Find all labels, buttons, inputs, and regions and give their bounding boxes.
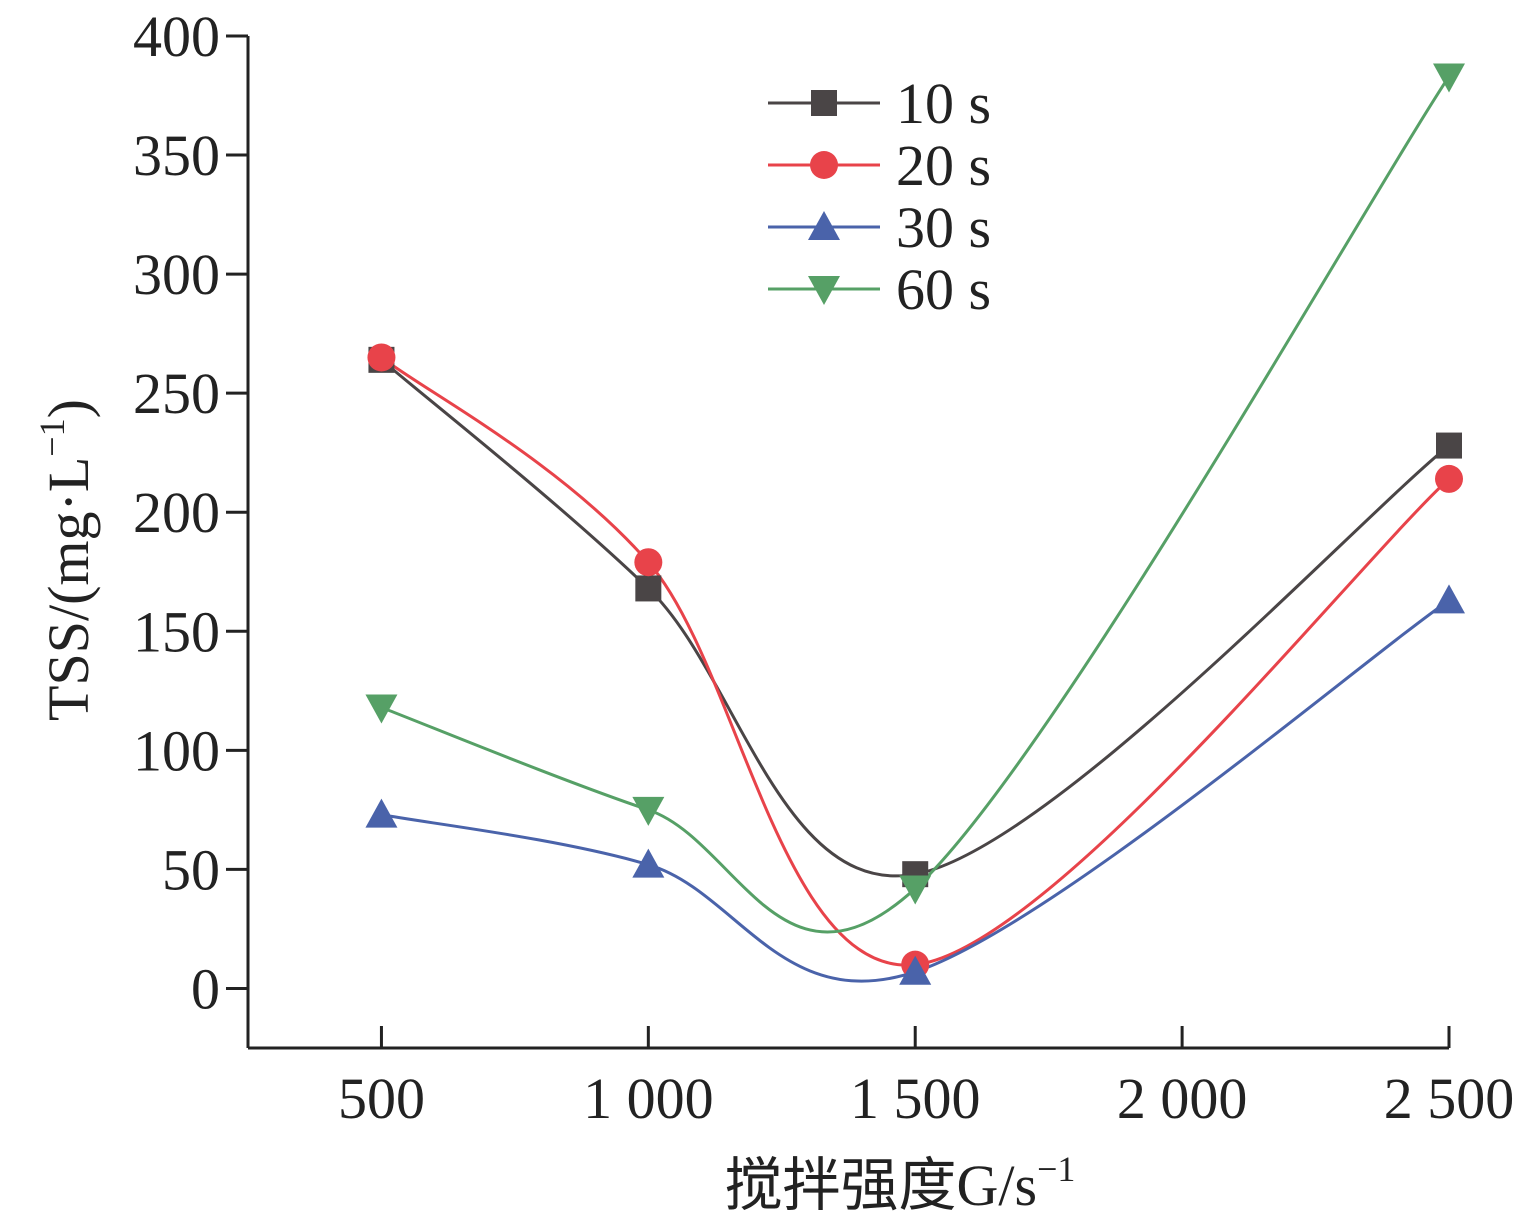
series-point-30s: [899, 955, 932, 985]
legend-marker-20s: [810, 151, 838, 179]
x-tick-label: 500: [338, 1066, 425, 1131]
y-tick-label: 0: [191, 956, 220, 1021]
legend-marker-60s: [808, 276, 840, 305]
y-tick-label: 250: [133, 361, 220, 426]
series-point-30s: [365, 798, 398, 828]
legend-marker-10s: [811, 90, 837, 116]
y-axis-title-main: TSS/(mg·L: [36, 457, 101, 721]
series-line-30s: [381, 599, 1450, 983]
x-tick-label: 1 500: [850, 1066, 981, 1131]
series-point-20s: [1435, 464, 1463, 493]
series-point-10s: [1436, 432, 1462, 459]
series-line-60s: [380, 75, 1451, 934]
legend-marker-30s: [808, 211, 840, 240]
series-point-60s: [632, 796, 665, 826]
series-markers: [365, 63, 1465, 985]
y-tick-label: 200: [133, 480, 220, 545]
y-axis-title: TSS/(mg·L−1): [32, 399, 101, 721]
x-axis-title: 搅拌强度G/s−1: [725, 1149, 1076, 1218]
axes: 0 50 100 150 200 250 300 350 400 500 1 000 1 500 2 0…: [133, 4, 1514, 1131]
legend-label-60s: 60 s: [896, 257, 991, 322]
series-point-20s: [634, 548, 663, 577]
x-tick-label: 2 500: [1384, 1066, 1515, 1131]
x-tick-label: 1 000: [583, 1066, 714, 1131]
series-point-60s: [899, 875, 932, 905]
y-tick-label: 50: [162, 837, 220, 902]
series-line-10s: [380, 358, 1450, 878]
x-tick-label: 2 000: [1117, 1066, 1248, 1131]
y-axis-title-close: ): [36, 399, 101, 418]
series-point-20s: [367, 343, 396, 372]
y-tick-label: 350: [133, 123, 220, 188]
legend-label-30s: 30 s: [896, 195, 991, 260]
x-axis-title-main: 搅拌强度G/s: [725, 1153, 1038, 1218]
legend-label-20s: 20 s: [896, 133, 991, 198]
series-lines: [380, 75, 1451, 983]
y-tick-label: 100: [133, 718, 220, 783]
y-tick-label: 400: [133, 4, 220, 69]
series-point-60s: [1433, 63, 1465, 93]
series-point-10s: [635, 575, 662, 602]
legend-label-10s: 10 s: [896, 71, 991, 136]
x-axis-title-superscript: −1: [1037, 1149, 1075, 1189]
series-point-30s: [1433, 584, 1465, 614]
series-line-20s: [380, 356, 1451, 967]
y-tick-label: 300: [133, 242, 220, 307]
series-point-60s: [365, 694, 398, 724]
series-point-30s: [632, 848, 665, 878]
y-tick-label: 150: [133, 599, 220, 664]
legend: 10 s20 s30 s60 s: [768, 71, 991, 322]
y-axis-title-superscript: −1: [32, 418, 72, 456]
